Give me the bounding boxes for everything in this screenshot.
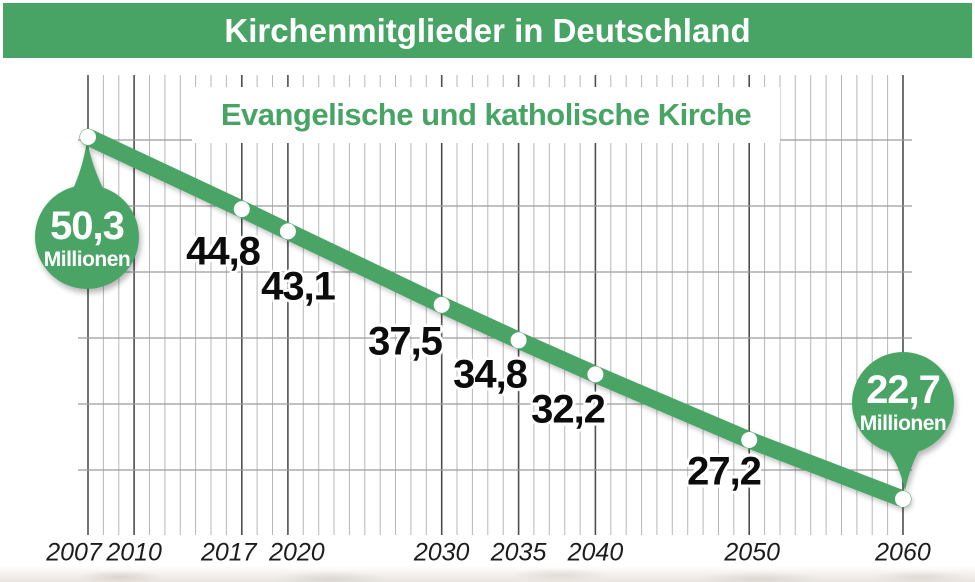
data-point-dot [80, 129, 96, 145]
end-balloon-value: 22,7 [866, 368, 941, 412]
x-axis-tick-label: 2017 [200, 538, 257, 567]
end-balloon [852, 352, 954, 491]
data-point-dot [895, 491, 911, 507]
data-point-dot [279, 223, 296, 240]
data-point-dot [510, 332, 527, 349]
data-point-label: 27,2 [687, 449, 762, 494]
x-axis-tick-label: 2060 [875, 538, 931, 567]
x-axis-tick-label: 2050 [724, 538, 781, 567]
data-point-label: 44,8 [186, 229, 261, 274]
header-bar: Kirchenmitglieder in Deutschland [3, 3, 972, 58]
data-point-dot [587, 366, 604, 383]
x-axis-tick-label: 2030 [413, 538, 470, 567]
chart-subtitle: Evangelische und katholische Kirche [220, 97, 752, 132]
start-balloon-label: 50,3 Millionen [44, 206, 131, 270]
end-balloon-label: 22,7 Millionen [860, 370, 947, 434]
chart-subtitle-box: Evangelische und katholische Kirche [192, 87, 780, 143]
data-point-label: 37,5 [368, 319, 443, 364]
trend-line [79, 128, 912, 508]
data-point-dot [433, 296, 450, 313]
start-balloon [35, 140, 139, 289]
x-axis-tick-label: 2007 [46, 538, 102, 567]
data-point-dot [741, 432, 758, 448]
end-balloon-unit: Millionen [859, 412, 947, 435]
x-axis-tick-label: 2040 [567, 538, 624, 567]
page-title: Kirchenmitglieder in Deutschland [224, 11, 751, 49]
data-point-label: 32,2 [531, 387, 606, 432]
x-axis-tick-label: 2010 [106, 538, 162, 567]
start-balloon-value: 50,3 [50, 204, 125, 248]
start-balloon-unit: Millionen [43, 248, 131, 271]
data-point-label: 34,8 [453, 352, 528, 397]
data-point-dot [233, 201, 250, 218]
x-axis-tick-label: 2035 [490, 538, 547, 567]
data-point-label: 43,1 [261, 264, 336, 309]
x-axis-tick-label: 2020 [269, 538, 325, 567]
faded-photo-strip [0, 566, 975, 582]
